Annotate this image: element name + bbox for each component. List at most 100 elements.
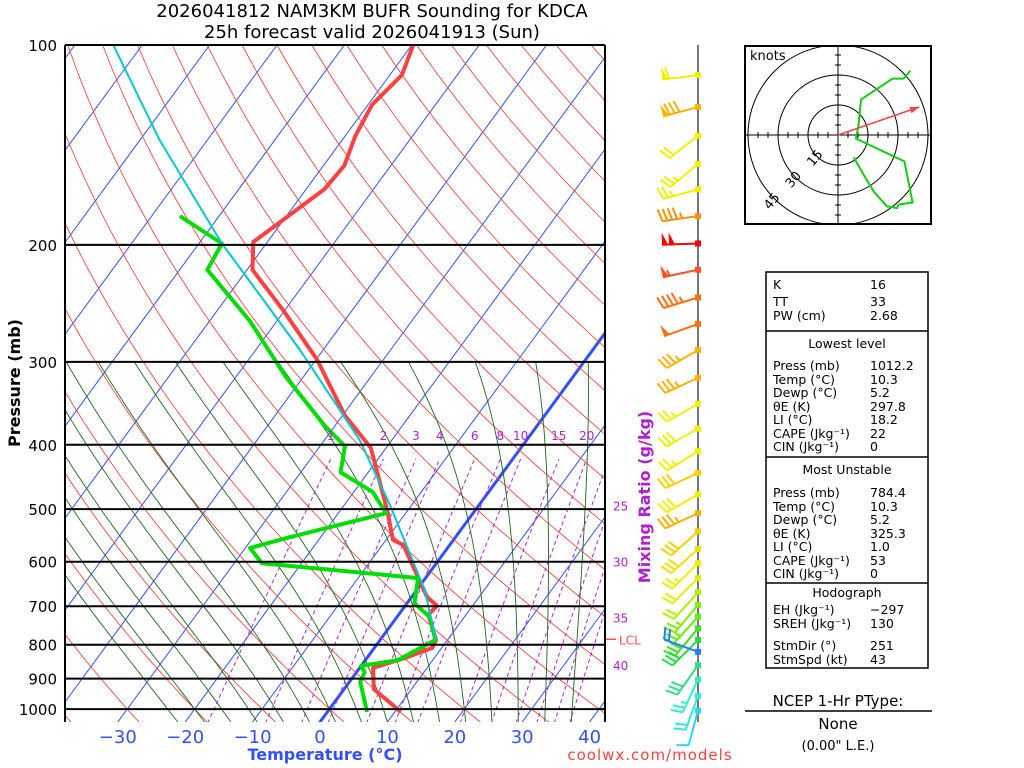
- index-value: 53: [870, 553, 886, 568]
- wind-barb: [656, 469, 701, 490]
- section-title-hodograph: Hodograph: [812, 585, 881, 600]
- wind-barb: [657, 448, 701, 472]
- wind-barb-station: [695, 469, 701, 476]
- wind-barb-feather: [661, 409, 672, 421]
- axes: 1 2 3 4 6 8 10 15 202530354010020030040050060070…: [19, 37, 641, 748]
- wind-barb-flag: [660, 67, 669, 80]
- dry-adiabat-line: [311, 45, 605, 392]
- index-value: 130: [870, 616, 894, 631]
- moist-adiabat-line: [535, 361, 549, 722]
- wind-barb-feather: [661, 500, 672, 511]
- wind-barb: [660, 66, 701, 81]
- dry-adiabat-line: [67, 45, 605, 714]
- wind-barb-feather: [663, 175, 675, 185]
- wind-barb-station: [695, 625, 701, 632]
- wind-barb-half-feather: [669, 190, 674, 197]
- wind-barb-staff: [681, 679, 699, 713]
- wind-barb-flag: [661, 232, 669, 245]
- mixing-ratio-label: 4: [436, 429, 444, 443]
- dry-adiabat-line: [451, 45, 605, 223]
- wind-barb-feather: [662, 458, 673, 469]
- isotherm-line: [386, 424, 605, 722]
- wind-barb-staff: [663, 322, 699, 338]
- index-label: CIN (Jkg⁻¹): [773, 566, 839, 581]
- wind-barb-staff: [669, 135, 699, 159]
- wind-barb-station: [695, 425, 701, 432]
- wind-barb-half-feather: [678, 212, 684, 219]
- wind-barb-station: [695, 510, 701, 517]
- wind-barb-feather: [656, 477, 667, 489]
- index-label: TT: [772, 294, 788, 309]
- wind-barb-flag: [660, 265, 669, 278]
- index-value: 784.4: [870, 485, 906, 500]
- isotherm-line: [454, 516, 605, 722]
- wind-barb-station: [695, 240, 701, 247]
- wind-barb-feather: [661, 475, 671, 487]
- wind-barb: [657, 425, 701, 448]
- wind-barb-flag: [668, 232, 676, 245]
- wind-barb-staff: [684, 695, 699, 730]
- temperature-tick-label: −20: [166, 727, 204, 748]
- isotherm-line: [65, 45, 211, 244]
- wind-barb-station: [695, 186, 701, 193]
- wind-barb-feather: [657, 358, 668, 369]
- wind-barb-station: [695, 589, 701, 596]
- isotherm-line: [65, 45, 548, 703]
- pressure-tick-label: 1000: [19, 701, 57, 719]
- credit-link[interactable]: coolwx.com/models: [567, 746, 732, 764]
- wind-barb-feather: [664, 544, 676, 553]
- indices-frame: [765, 271, 929, 669]
- wind-barb-feather: [670, 708, 683, 714]
- wind-barb: [656, 292, 701, 309]
- mixing-ratio-label: 15: [551, 429, 566, 443]
- wind-barb-feather: [661, 596, 674, 605]
- pressure-tick-label: 300: [28, 354, 57, 372]
- wind-barb-feather: [661, 581, 674, 590]
- wind-barb: [661, 560, 701, 590]
- wind-barb-station: [695, 491, 701, 498]
- index-value: 0: [870, 566, 878, 581]
- chart-subtitle: 25h forecast valid 2026041913 (Sun): [204, 22, 540, 43]
- wind-barb-feather: [671, 207, 679, 220]
- wind-barb-feather: [657, 412, 668, 423]
- mixing-ratio-line: [554, 566, 605, 722]
- wind-barb-half-feather: [675, 621, 682, 626]
- index-value: 325.3: [870, 526, 906, 541]
- pressure-tick-label: 600: [28, 554, 57, 572]
- dewpoint-trace: [178, 214, 438, 713]
- wind-barb-feather: [666, 353, 677, 364]
- moist-adiabat-line: [340, 361, 467, 722]
- x-axis-label: Temperature (°C): [247, 745, 402, 764]
- mixing-ratio-label: 20: [579, 429, 594, 443]
- index-value: 1.0: [870, 539, 890, 554]
- wind-barb-feather: [670, 292, 679, 305]
- wind-barb-staff: [664, 376, 699, 394]
- wind-barb: [656, 207, 701, 223]
- wind-barb: [661, 232, 701, 247]
- hodograph-plot: [745, 46, 931, 224]
- mixing-ratio-line: [301, 458, 417, 722]
- isotherm-line: [318, 330, 605, 722]
- wind-barb: [659, 160, 701, 188]
- ptype-value: None: [818, 715, 857, 733]
- wind-barb-station: [695, 676, 701, 683]
- index-label: PW (cm): [773, 308, 826, 323]
- wind-barb-feather: [667, 628, 672, 642]
- wind-barb-feather: [664, 577, 677, 586]
- wind-barb-feather: [656, 187, 665, 200]
- wind-barb: [670, 676, 701, 714]
- index-label: Dewp (°C): [773, 512, 837, 527]
- wind-barb-staff: [666, 402, 699, 423]
- wind-barb-feather: [665, 293, 674, 306]
- wind-barb-feather: [666, 431, 677, 443]
- index-label: θE (K): [773, 526, 810, 541]
- temperature-tick-label: 30: [511, 727, 534, 748]
- index-label: CAPE (Jkg⁻¹): [773, 553, 850, 568]
- chart-title: 2026041812 NAM3KM BUFR Sounding for KDCA: [156, 1, 588, 22]
- wind-barb-feather: [656, 382, 667, 394]
- wind-barb-feather: [671, 681, 684, 688]
- wind-barb-feather: [662, 612, 675, 620]
- index-label: Press (mb): [773, 358, 840, 373]
- wind-barb-feather: [666, 645, 679, 654]
- index-value: 43: [870, 652, 886, 667]
